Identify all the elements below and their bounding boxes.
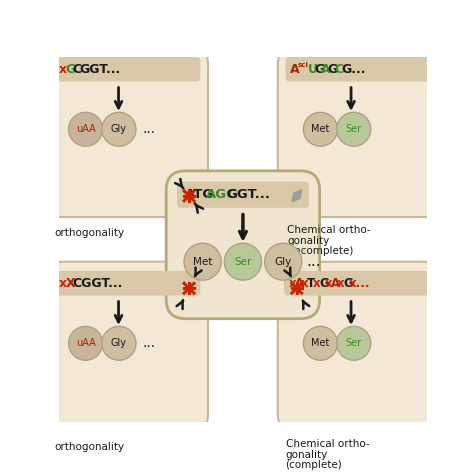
Text: G: G <box>319 277 328 290</box>
Text: x: x <box>325 277 333 290</box>
FancyBboxPatch shape <box>46 262 208 431</box>
FancyBboxPatch shape <box>285 57 433 82</box>
Text: X: X <box>66 277 75 290</box>
Text: orthogonality: orthogonality <box>55 442 125 452</box>
Text: G: G <box>328 63 338 76</box>
Text: ...: ... <box>142 122 155 136</box>
FancyBboxPatch shape <box>46 48 208 217</box>
Text: sci: sci <box>297 62 308 68</box>
Text: x: x <box>301 277 309 290</box>
Text: C: C <box>73 63 82 76</box>
FancyBboxPatch shape <box>166 171 319 319</box>
Text: G...: G... <box>341 63 365 76</box>
Text: Met: Met <box>311 338 329 348</box>
Text: Chemical ortho-: Chemical ortho- <box>285 439 369 449</box>
FancyBboxPatch shape <box>278 262 440 431</box>
Text: uAA: uAA <box>76 338 95 348</box>
Circle shape <box>102 327 136 360</box>
Text: x: x <box>289 277 296 290</box>
Text: ...: ... <box>307 254 321 269</box>
Text: uAA: uAA <box>76 124 95 134</box>
FancyBboxPatch shape <box>278 48 440 217</box>
Text: x: x <box>337 277 345 290</box>
Text: GGT...: GGT... <box>227 188 271 201</box>
Text: G: G <box>343 277 353 290</box>
Circle shape <box>264 243 302 280</box>
Circle shape <box>102 112 136 146</box>
Text: Ser: Ser <box>346 338 362 348</box>
Text: x: x <box>59 63 67 76</box>
Text: C: C <box>334 63 344 76</box>
Text: Ser: Ser <box>346 124 362 134</box>
Circle shape <box>69 112 103 146</box>
FancyBboxPatch shape <box>53 57 201 82</box>
Text: A: A <box>290 63 300 76</box>
Text: Ser: Ser <box>234 257 252 267</box>
Text: Met: Met <box>193 257 212 267</box>
Text: gonality: gonality <box>285 449 328 460</box>
Text: Gly: Gly <box>274 257 292 267</box>
Circle shape <box>303 327 337 360</box>
Text: A: A <box>321 63 331 76</box>
Text: ATG: ATG <box>185 188 214 201</box>
Text: orthogonality: orthogonality <box>55 228 125 238</box>
Text: Gly: Gly <box>111 124 127 134</box>
Text: gonality: gonality <box>287 236 329 246</box>
Text: A: A <box>295 277 304 290</box>
Circle shape <box>337 112 371 146</box>
Text: x: x <box>59 277 67 290</box>
Text: ...: ... <box>142 337 155 350</box>
Text: GGT...: GGT... <box>79 63 120 76</box>
Text: x: x <box>313 277 320 290</box>
FancyBboxPatch shape <box>177 182 309 208</box>
Circle shape <box>337 327 371 360</box>
Text: G: G <box>315 63 325 76</box>
Text: U: U <box>308 63 318 76</box>
Text: (complete): (complete) <box>285 460 342 470</box>
Text: A: A <box>331 277 340 290</box>
FancyBboxPatch shape <box>284 271 434 296</box>
Text: Met: Met <box>311 124 329 134</box>
FancyBboxPatch shape <box>53 271 201 296</box>
Text: T: T <box>307 277 315 290</box>
Text: Chemical ortho-: Chemical ortho- <box>287 225 371 235</box>
Text: AGC: AGC <box>206 188 237 201</box>
Circle shape <box>303 112 337 146</box>
Text: x...: x... <box>349 277 371 290</box>
Circle shape <box>184 243 221 280</box>
Circle shape <box>69 327 103 360</box>
Text: (incomplete): (incomplete) <box>287 246 354 256</box>
Text: Gly: Gly <box>111 338 127 348</box>
Text: CGGT...: CGGT... <box>73 277 123 290</box>
Text: G: G <box>66 63 76 76</box>
Circle shape <box>224 243 262 280</box>
